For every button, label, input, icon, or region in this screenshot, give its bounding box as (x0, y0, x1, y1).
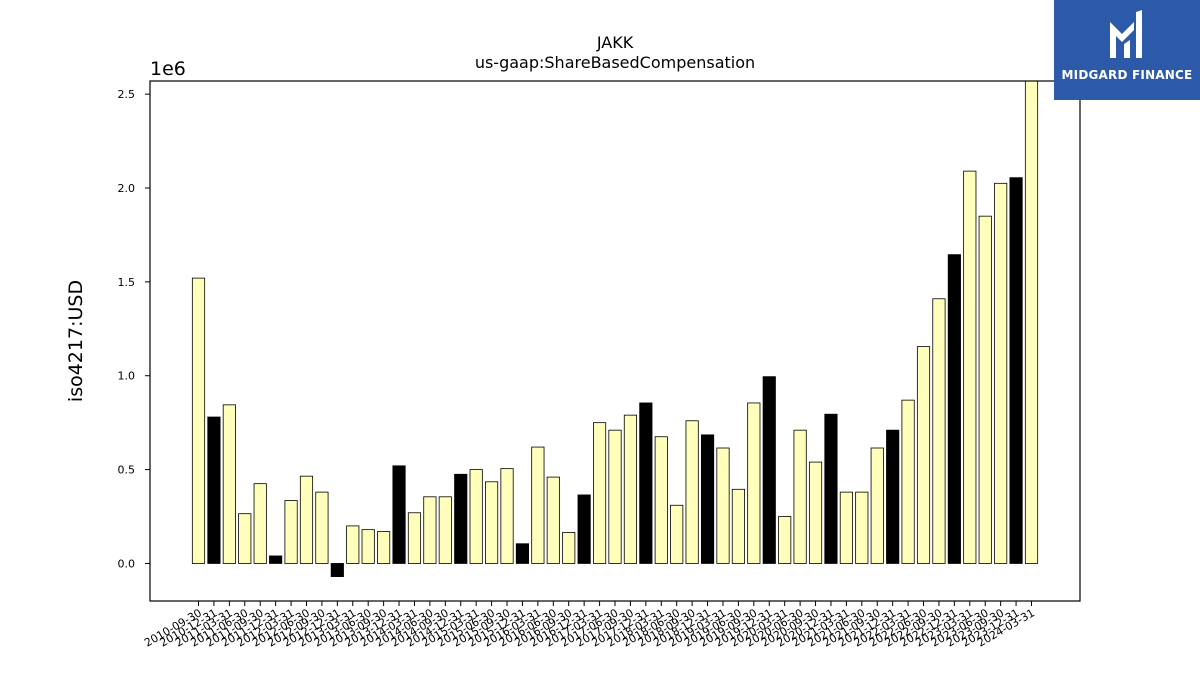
y-tick-label: 2.0 (118, 182, 136, 195)
bar-2014-12-31 (454, 473, 468, 564)
bar-2021-09-30 (870, 447, 884, 564)
bar-2022-06-30 (916, 346, 931, 564)
midgard-logo-icon (1110, 10, 1142, 58)
bar-2010-12-31 (207, 416, 221, 564)
y-tick-label: 1.0 (118, 370, 136, 383)
bar-2012-03-31 (284, 500, 298, 564)
bar-2014-06-30 (423, 496, 437, 564)
bar-2017-03-31 (593, 422, 607, 564)
y-tick-label: 0.0 (118, 557, 136, 570)
y-tick-label: 1.5 (118, 276, 136, 289)
bar-2018-06-30 (670, 504, 684, 564)
bar-2023-06-30 (978, 215, 992, 564)
bar-2016-03-31 (531, 446, 545, 564)
y-axis-label: iso4217:USD (65, 280, 87, 402)
y-ticks-group: 0.0 0.5 1.0 1.5 2.0 2.5 (118, 88, 150, 570)
bar-2019-06-30 (731, 488, 745, 564)
bar-2012-12-31 (330, 563, 344, 577)
y-offset-label: 1e6 (150, 58, 186, 80)
bar-2017-06-30 (608, 429, 622, 564)
bar-2021-03-31 (839, 491, 853, 564)
bar-2023-09-30 (994, 182, 1008, 564)
bar-2011-12-31 (269, 555, 283, 564)
bar-2016-09-30 (562, 532, 576, 564)
bar-2018-09-30 (685, 420, 699, 564)
bar-2016-12-31 (577, 494, 591, 564)
midgard-finance-logo: MIDGARD FINANCE (1054, 0, 1200, 100)
bar-2020-12-31 (824, 413, 838, 564)
bars-group (191, 81, 1039, 577)
bar-2013-12-31 (392, 465, 406, 564)
bar-2024-03-31 (1024, 81, 1039, 564)
bar-2013-06-30 (361, 529, 375, 564)
plot-frame (149, 80, 1081, 602)
bar-2018-03-31 (654, 436, 668, 564)
bar-2020-03-31 (778, 516, 792, 564)
bar-2015-09-30 (500, 468, 514, 564)
bar-2022-09-30 (932, 298, 946, 564)
bar-2013-09-30 (377, 531, 391, 564)
bar-2017-09-30 (623, 414, 638, 564)
bar-2014-03-31 (407, 512, 422, 564)
bar-2015-06-30 (485, 481, 499, 564)
bar-2011-03-31 (222, 404, 236, 564)
bar-2015-03-31 (469, 469, 483, 564)
bar-2010-09-30 (191, 277, 206, 564)
bar-2012-06-30 (299, 475, 314, 564)
logo-text: MIDGARD FINANCE (1061, 68, 1193, 82)
bar-2017-12-31 (639, 402, 653, 564)
bar-2011-06-30 (238, 513, 252, 564)
bar-2018-12-31 (700, 434, 715, 564)
bar-2011-09-30 (253, 483, 267, 564)
bar-2023-12-31 (1009, 177, 1023, 564)
bar-2022-03-31 (901, 399, 915, 564)
x-ticks-group: 2010-09-302010-12-312011-03-312011-06-30… (142, 601, 1037, 650)
bar-2014-09-30 (438, 496, 452, 564)
y-tick-label: 2.5 (118, 88, 136, 101)
bar-2020-06-30 (793, 429, 807, 564)
bar-2019-03-31 (716, 447, 730, 564)
bar-2023-03-31 (963, 170, 977, 564)
chart-subtitle: us-gaap:ShareBasedCompensation (475, 53, 755, 72)
bar-2021-06-30 (855, 491, 869, 564)
bar-2019-12-31 (762, 376, 776, 564)
bar-2021-12-31 (886, 429, 900, 564)
bar-2022-12-31 (947, 254, 961, 564)
bar-2020-09-30 (808, 461, 823, 564)
bar-2016-06-30 (546, 476, 560, 564)
y-tick-label: 0.5 (118, 464, 136, 477)
bar-2013-03-31 (346, 525, 360, 564)
chart-title: JAKK (596, 33, 634, 52)
bar-2012-09-30 (315, 491, 329, 564)
bar-2015-12-31 (515, 543, 530, 564)
bar-2019-09-30 (747, 402, 761, 564)
